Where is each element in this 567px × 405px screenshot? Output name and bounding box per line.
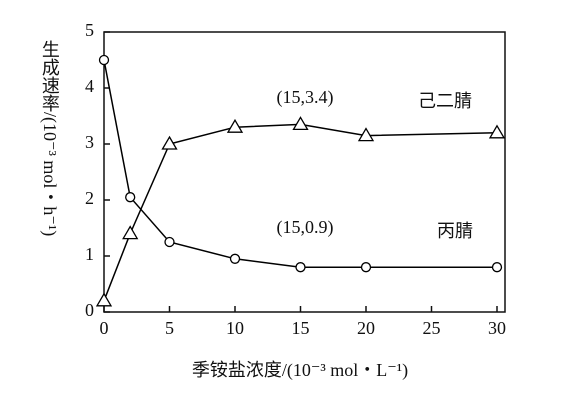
x-axis-label: 季铵盐浓度/(10⁻³ mol・L⁻¹) <box>192 360 408 381</box>
series-line <box>103 123 498 302</box>
x-tick-label: 10 <box>226 318 244 338</box>
circle-marker <box>360 262 372 273</box>
y-tick-label: 1 <box>85 244 94 264</box>
x-tick-label: 0 <box>100 318 109 338</box>
circle-marker <box>125 192 136 203</box>
annotation: (15,0.9) <box>277 217 334 238</box>
triangle-marker <box>122 225 139 240</box>
x-tick-label: 20 <box>357 318 375 338</box>
y-tick-label: 3 <box>85 132 94 152</box>
circle-marker <box>491 262 503 273</box>
circle-marker <box>164 236 175 248</box>
triangle-marker <box>488 124 506 139</box>
plot-frame <box>103 31 506 313</box>
y-tick-label: 5 <box>85 20 94 40</box>
y-axis-label: 生成速率/(10⁻³ mol・h⁻¹) <box>39 40 60 236</box>
triangle-marker <box>95 292 113 307</box>
y-tick-label: 4 <box>85 76 94 96</box>
triangle-marker <box>357 127 375 142</box>
triangle-marker <box>161 135 178 150</box>
circle-marker <box>229 253 241 264</box>
triangle-marker <box>292 116 309 131</box>
y-tick-label: 0 <box>85 300 94 320</box>
circle-marker <box>98 54 110 66</box>
y-tick-label: 2 <box>85 188 94 208</box>
x-tick-label: 5 <box>165 318 174 338</box>
x-tick-label: 25 <box>423 318 441 338</box>
x-tick-label: 15 <box>292 318 310 338</box>
x-tick-label: 30 <box>488 318 506 338</box>
circle-marker <box>295 262 306 273</box>
annotation: (15,3.4) <box>277 87 334 108</box>
triangle-marker <box>226 118 244 133</box>
series-label: 丙腈 <box>437 221 473 241</box>
series-label: 己二腈 <box>418 91 472 111</box>
